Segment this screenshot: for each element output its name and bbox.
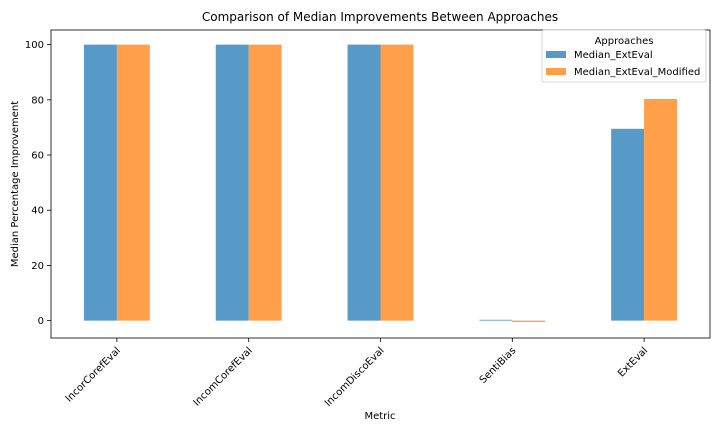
legend-items: Median_ExtEval Median_ExtEval_Modified <box>546 50 700 78</box>
x-tick-label: IncomDiscoEval <box>323 345 387 409</box>
bar-sentibias-series-2 <box>512 320 546 322</box>
x-tick-label: SentiBias <box>478 345 519 386</box>
y-tick-label: 60 <box>31 151 44 162</box>
x-axis: IncorCorefEval IncomCorefEval IncomDiscoEv… <box>64 338 650 409</box>
y-tick-label: 80 <box>31 95 44 106</box>
legend-label: Median_ExtEval <box>574 50 653 61</box>
y-axis-label: Median Percentage Improvement <box>10 101 21 267</box>
x-axis-label: Metric <box>364 411 395 422</box>
legend-box <box>541 29 707 83</box>
bar-incomcorefeval-series-1 <box>215 44 249 321</box>
y-tick-label: 100 <box>25 40 44 51</box>
y-tick-label: 20 <box>31 261 44 272</box>
bar-incorcorefeval-series-1 <box>83 44 117 321</box>
bar-incomdiscoeval-series-2 <box>380 44 414 321</box>
bar-sentibias-series-1 <box>479 319 513 321</box>
bar-exteval-series-2 <box>644 98 678 321</box>
x-tick-label: ExtEval <box>616 345 650 379</box>
bar-exteval-series-1 <box>611 128 645 321</box>
bar-incomcorefeval-series-2 <box>248 44 282 321</box>
y-tick-label: 0 <box>38 316 44 327</box>
legend-swatch <box>546 68 566 75</box>
legend-title: Approaches <box>595 36 654 47</box>
legend-swatch <box>546 51 566 58</box>
bars-group <box>83 44 678 322</box>
legend: Approaches Median_ExtEval Median_ExtEval_… <box>541 29 707 83</box>
chart-title: Comparison of Median Improvements Betwee… <box>202 10 558 24</box>
x-tick-label: IncomCorefEval <box>192 345 255 408</box>
y-axis: 0 20 40 60 80 100 <box>25 40 51 327</box>
x-tick-label: IncorCorefEval <box>64 345 123 404</box>
bar-incomdiscoeval-series-1 <box>347 44 381 321</box>
bar-incorcorefeval-series-2 <box>116 44 150 321</box>
legend-label: Median_ExtEval_Modified <box>574 67 700 78</box>
y-tick-label: 40 <box>31 206 44 217</box>
